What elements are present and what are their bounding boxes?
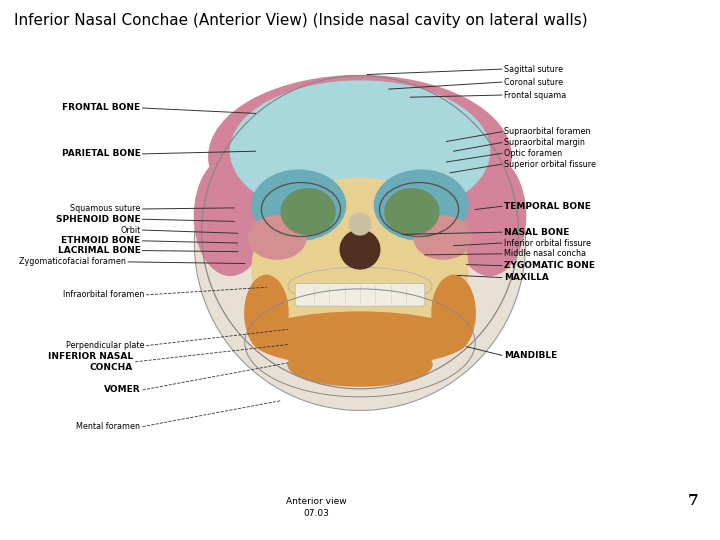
Text: Anterior view: Anterior view (287, 497, 347, 505)
Text: 7: 7 (688, 494, 698, 508)
Text: Inferior orbital fissure: Inferior orbital fissure (504, 239, 591, 247)
Ellipse shape (194, 157, 266, 275)
Text: FRONTAL BONE: FRONTAL BONE (62, 104, 140, 112)
Ellipse shape (252, 312, 468, 366)
Text: NASAL BONE: NASAL BONE (504, 228, 570, 237)
Text: INFERIOR NASAL
CONCHA: INFERIOR NASAL CONCHA (48, 352, 133, 372)
Ellipse shape (454, 157, 526, 275)
Text: ETHMOID BONE: ETHMOID BONE (61, 237, 140, 245)
Text: Middle nasal concha: Middle nasal concha (504, 249, 586, 258)
Text: ZYGOMATIC BONE: ZYGOMATIC BONE (504, 261, 595, 270)
Ellipse shape (248, 216, 306, 259)
FancyBboxPatch shape (295, 284, 425, 306)
Text: MANDIBLE: MANDIBLE (504, 351, 557, 360)
Text: VOMER: VOMER (104, 386, 140, 394)
Text: Coronal suture: Coronal suture (504, 78, 563, 86)
Text: Optic foramen: Optic foramen (504, 149, 562, 158)
Ellipse shape (432, 275, 475, 351)
Text: Mental foramen: Mental foramen (76, 422, 140, 431)
Ellipse shape (209, 76, 511, 238)
Text: Frontal squama: Frontal squama (504, 91, 566, 99)
Ellipse shape (252, 170, 346, 240)
Ellipse shape (414, 216, 472, 259)
Ellipse shape (245, 275, 288, 351)
Text: TEMPORAL BONE: TEMPORAL BONE (504, 202, 591, 211)
Text: Perpendicular plate: Perpendicular plate (66, 341, 144, 350)
Ellipse shape (349, 213, 371, 235)
Text: SPHENOID BONE: SPHENOID BONE (55, 215, 140, 224)
Text: Supraorbital margin: Supraorbital margin (504, 138, 585, 147)
Ellipse shape (374, 170, 468, 240)
Text: Squamous suture: Squamous suture (70, 205, 140, 213)
Ellipse shape (252, 178, 468, 362)
Ellipse shape (288, 267, 432, 305)
Ellipse shape (230, 81, 490, 221)
Text: LACRIMAL BONE: LACRIMAL BONE (58, 246, 140, 255)
Text: Sagittal suture: Sagittal suture (504, 65, 563, 73)
Ellipse shape (194, 76, 526, 410)
Text: Supraorbital foramen: Supraorbital foramen (504, 127, 590, 136)
Ellipse shape (281, 189, 335, 234)
Text: Zygomaticofacial foramen: Zygomaticofacial foramen (19, 258, 126, 266)
Text: Orbit: Orbit (120, 226, 140, 234)
Text: 07.03: 07.03 (304, 509, 330, 517)
Text: Infraorbital foramen: Infraorbital foramen (63, 291, 144, 299)
Ellipse shape (288, 343, 432, 386)
Ellipse shape (340, 230, 380, 269)
Ellipse shape (384, 189, 439, 234)
Text: Inferior Nasal Conchae (Anterior View) (Inside nasal cavity on lateral walls): Inferior Nasal Conchae (Anterior View) (… (14, 14, 588, 29)
Text: PARIETAL BONE: PARIETAL BONE (61, 150, 140, 158)
Text: MAXILLA: MAXILLA (504, 273, 549, 282)
Text: Superior orbital fissure: Superior orbital fissure (504, 160, 596, 168)
